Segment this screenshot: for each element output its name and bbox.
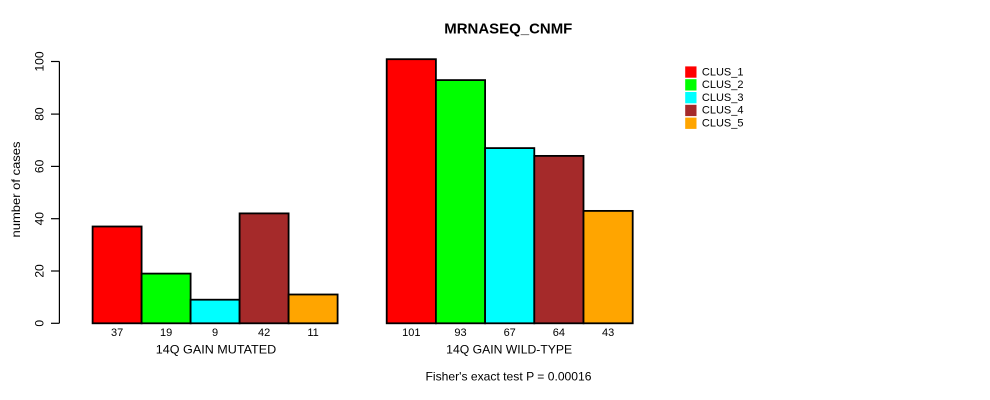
svg-text:101: 101 [402,327,420,339]
svg-text:64: 64 [553,327,565,339]
svg-text:100: 100 [33,51,47,71]
svg-text:80: 80 [33,107,47,121]
svg-text:60: 60 [33,159,47,173]
svg-text:Fisher's exact test P = 0.0001: Fisher's exact test P = 0.00016 [426,370,592,384]
svg-text:CLUS_1: CLUS_1 [702,66,744,78]
svg-text:14Q GAIN MUTATED: 14Q GAIN MUTATED [156,343,277,357]
svg-text:CLUS_5: CLUS_5 [702,118,744,130]
svg-text:67: 67 [504,327,516,339]
svg-text:93: 93 [454,327,466,339]
svg-text:0: 0 [33,320,47,327]
svg-text:14Q GAIN WILD-TYPE: 14Q GAIN WILD-TYPE [446,342,572,356]
svg-text:CLUS_4: CLUS_4 [702,105,744,117]
svg-text:37: 37 [111,327,123,339]
svg-text:43: 43 [602,327,614,339]
svg-text:11: 11 [307,327,318,339]
svg-text:20: 20 [33,264,47,278]
svg-text:CLUS_3: CLUS_3 [702,92,744,104]
svg-text:CLUS_2: CLUS_2 [702,79,744,91]
svg-text:9: 9 [212,327,218,339]
svg-text:40: 40 [33,212,47,226]
svg-text:number of cases: number of cases [9,142,23,238]
svg-text:MRNASEQ_CNMF: MRNASEQ_CNMF [444,20,572,37]
svg-text:42: 42 [258,327,270,339]
svg-text:19: 19 [160,327,172,339]
